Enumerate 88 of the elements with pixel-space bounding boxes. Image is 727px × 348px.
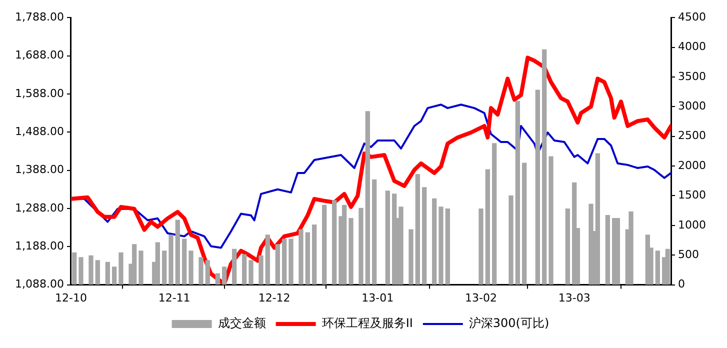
- y2-tick-label: 4000: [678, 40, 706, 54]
- x-tick-label: 12-11: [158, 291, 190, 304]
- bar: [422, 187, 427, 285]
- bar: [385, 190, 390, 285]
- bar: [372, 179, 377, 285]
- bar: [535, 90, 540, 285]
- bar: [72, 252, 77, 285]
- bar: [288, 238, 294, 285]
- bar: [118, 252, 124, 285]
- bar: [162, 250, 167, 285]
- bar: [492, 143, 497, 285]
- x-tick-label: 13-02: [465, 291, 497, 304]
- y2-tick-label: 1000: [678, 218, 706, 232]
- bar: [322, 204, 327, 285]
- x-tick-label: 12-12: [258, 291, 290, 304]
- y2-tick-label: 3000: [678, 100, 706, 113]
- bar: [222, 266, 227, 285]
- bar: [445, 208, 450, 285]
- bar: [155, 242, 160, 285]
- y-tick-label: 1,088.00: [15, 278, 64, 291]
- bar: [175, 220, 180, 285]
- bar: [408, 229, 414, 285]
- y-tick-label: 1,388.00: [15, 163, 64, 176]
- bar: [95, 260, 100, 285]
- y-tick-label: 1,488.00: [15, 124, 64, 138]
- bar: [415, 174, 420, 285]
- bar: [358, 208, 364, 285]
- bar: [105, 262, 110, 285]
- bar: [298, 229, 304, 285]
- x-tick-label: 13-01: [362, 291, 394, 304]
- bar: [398, 206, 404, 285]
- bar: [342, 204, 347, 285]
- bar: [242, 254, 247, 285]
- bar: [112, 266, 117, 285]
- bar: [432, 198, 437, 285]
- bar: [628, 211, 634, 285]
- y2-tick-label: 0: [678, 278, 686, 291]
- bar: [138, 250, 144, 285]
- y2-tick-label: 3500: [678, 70, 706, 83]
- y-tick-label: 1,788.00: [15, 10, 64, 24]
- bar: [595, 153, 600, 285]
- legend-label: 成交金额: [218, 316, 266, 330]
- x-tick-label: 12-10: [55, 291, 87, 304]
- y2-tick-label: 2500: [678, 129, 706, 142]
- legend-label: 沪深300(可比): [468, 316, 550, 330]
- bar: [332, 200, 337, 285]
- bar: [312, 224, 317, 285]
- bar: [132, 244, 137, 285]
- legend-label: 环保工程及服务II: [322, 316, 413, 330]
- bar: [305, 232, 310, 285]
- bar: [78, 257, 84, 285]
- bar: [88, 255, 94, 285]
- bar: [188, 250, 194, 285]
- bar: [438, 206, 444, 285]
- bar: [515, 100, 520, 285]
- y-tick-label: 1,188.00: [15, 239, 64, 252]
- y2-tick-label: 2000: [678, 158, 706, 172]
- y-tick-label: 1,588.00: [15, 86, 64, 100]
- bar: [205, 260, 210, 285]
- bar: [248, 260, 254, 285]
- bar: [275, 244, 280, 285]
- bar: [478, 208, 484, 285]
- bar: [232, 248, 237, 285]
- bar: [168, 234, 174, 285]
- y2-tick-label: 1500: [678, 188, 706, 202]
- y-tick-label: 1,688.00: [15, 48, 64, 62]
- bar: [485, 169, 490, 285]
- y2-tick-label: 4500: [678, 10, 706, 24]
- bar: [265, 234, 270, 285]
- bar: [365, 111, 370, 285]
- bar: [182, 238, 187, 285]
- bar: [655, 250, 660, 285]
- bar: [605, 215, 610, 285]
- bar: [215, 273, 220, 285]
- bar: [665, 248, 670, 285]
- bar: [348, 218, 354, 285]
- bar: [548, 156, 554, 285]
- bar: [282, 238, 287, 285]
- bar: [565, 208, 570, 285]
- bar: [542, 49, 547, 285]
- y2-tick-label: 500: [678, 248, 700, 261]
- y-tick-label: 1,288.00: [15, 201, 64, 214]
- x-tick-label: 13-03: [558, 291, 590, 304]
- bar: [198, 257, 204, 285]
- bar: [508, 195, 514, 285]
- bar: [615, 218, 620, 285]
- bar: [522, 162, 527, 285]
- bar: [258, 255, 264, 285]
